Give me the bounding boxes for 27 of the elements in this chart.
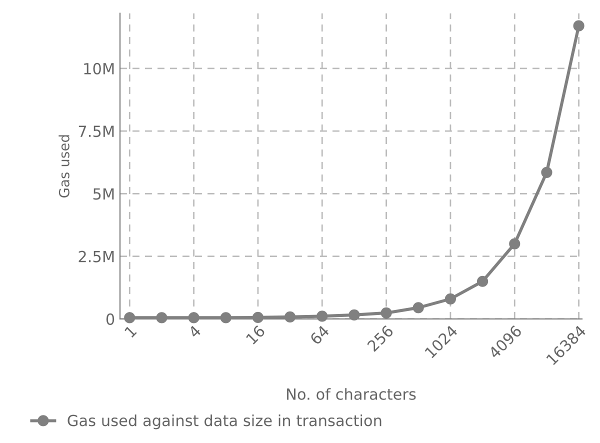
y-axis-title: Gas used	[58, 135, 70, 198]
y-tick-label: 7.5M	[78, 126, 114, 138]
point	[412, 302, 424, 314]
y-tick-label: 2.5M	[78, 250, 114, 262]
point	[220, 312, 232, 324]
point	[444, 293, 456, 304]
x-tick-label: 16	[246, 324, 266, 345]
point	[156, 312, 168, 324]
x-tick-label: 4	[188, 324, 202, 338]
x-tick-label: 64	[309, 324, 330, 346]
point	[573, 20, 584, 32]
point	[316, 310, 328, 322]
legend-label: Gas used against data size in transaction	[68, 414, 382, 430]
y-tick-label: 0	[106, 313, 114, 325]
point	[284, 311, 296, 323]
y-tick-label: 10M	[84, 62, 114, 74]
point	[509, 238, 520, 250]
x-tick-label: 1	[124, 325, 137, 338]
point	[348, 309, 360, 321]
point	[476, 276, 488, 287]
x-axis-title: No. of characters	[287, 388, 416, 400]
point	[541, 166, 552, 178]
point	[380, 307, 392, 319]
point	[124, 312, 136, 324]
point	[188, 312, 200, 324]
y-tick-label: 5M	[93, 188, 114, 200]
point	[252, 312, 264, 324]
